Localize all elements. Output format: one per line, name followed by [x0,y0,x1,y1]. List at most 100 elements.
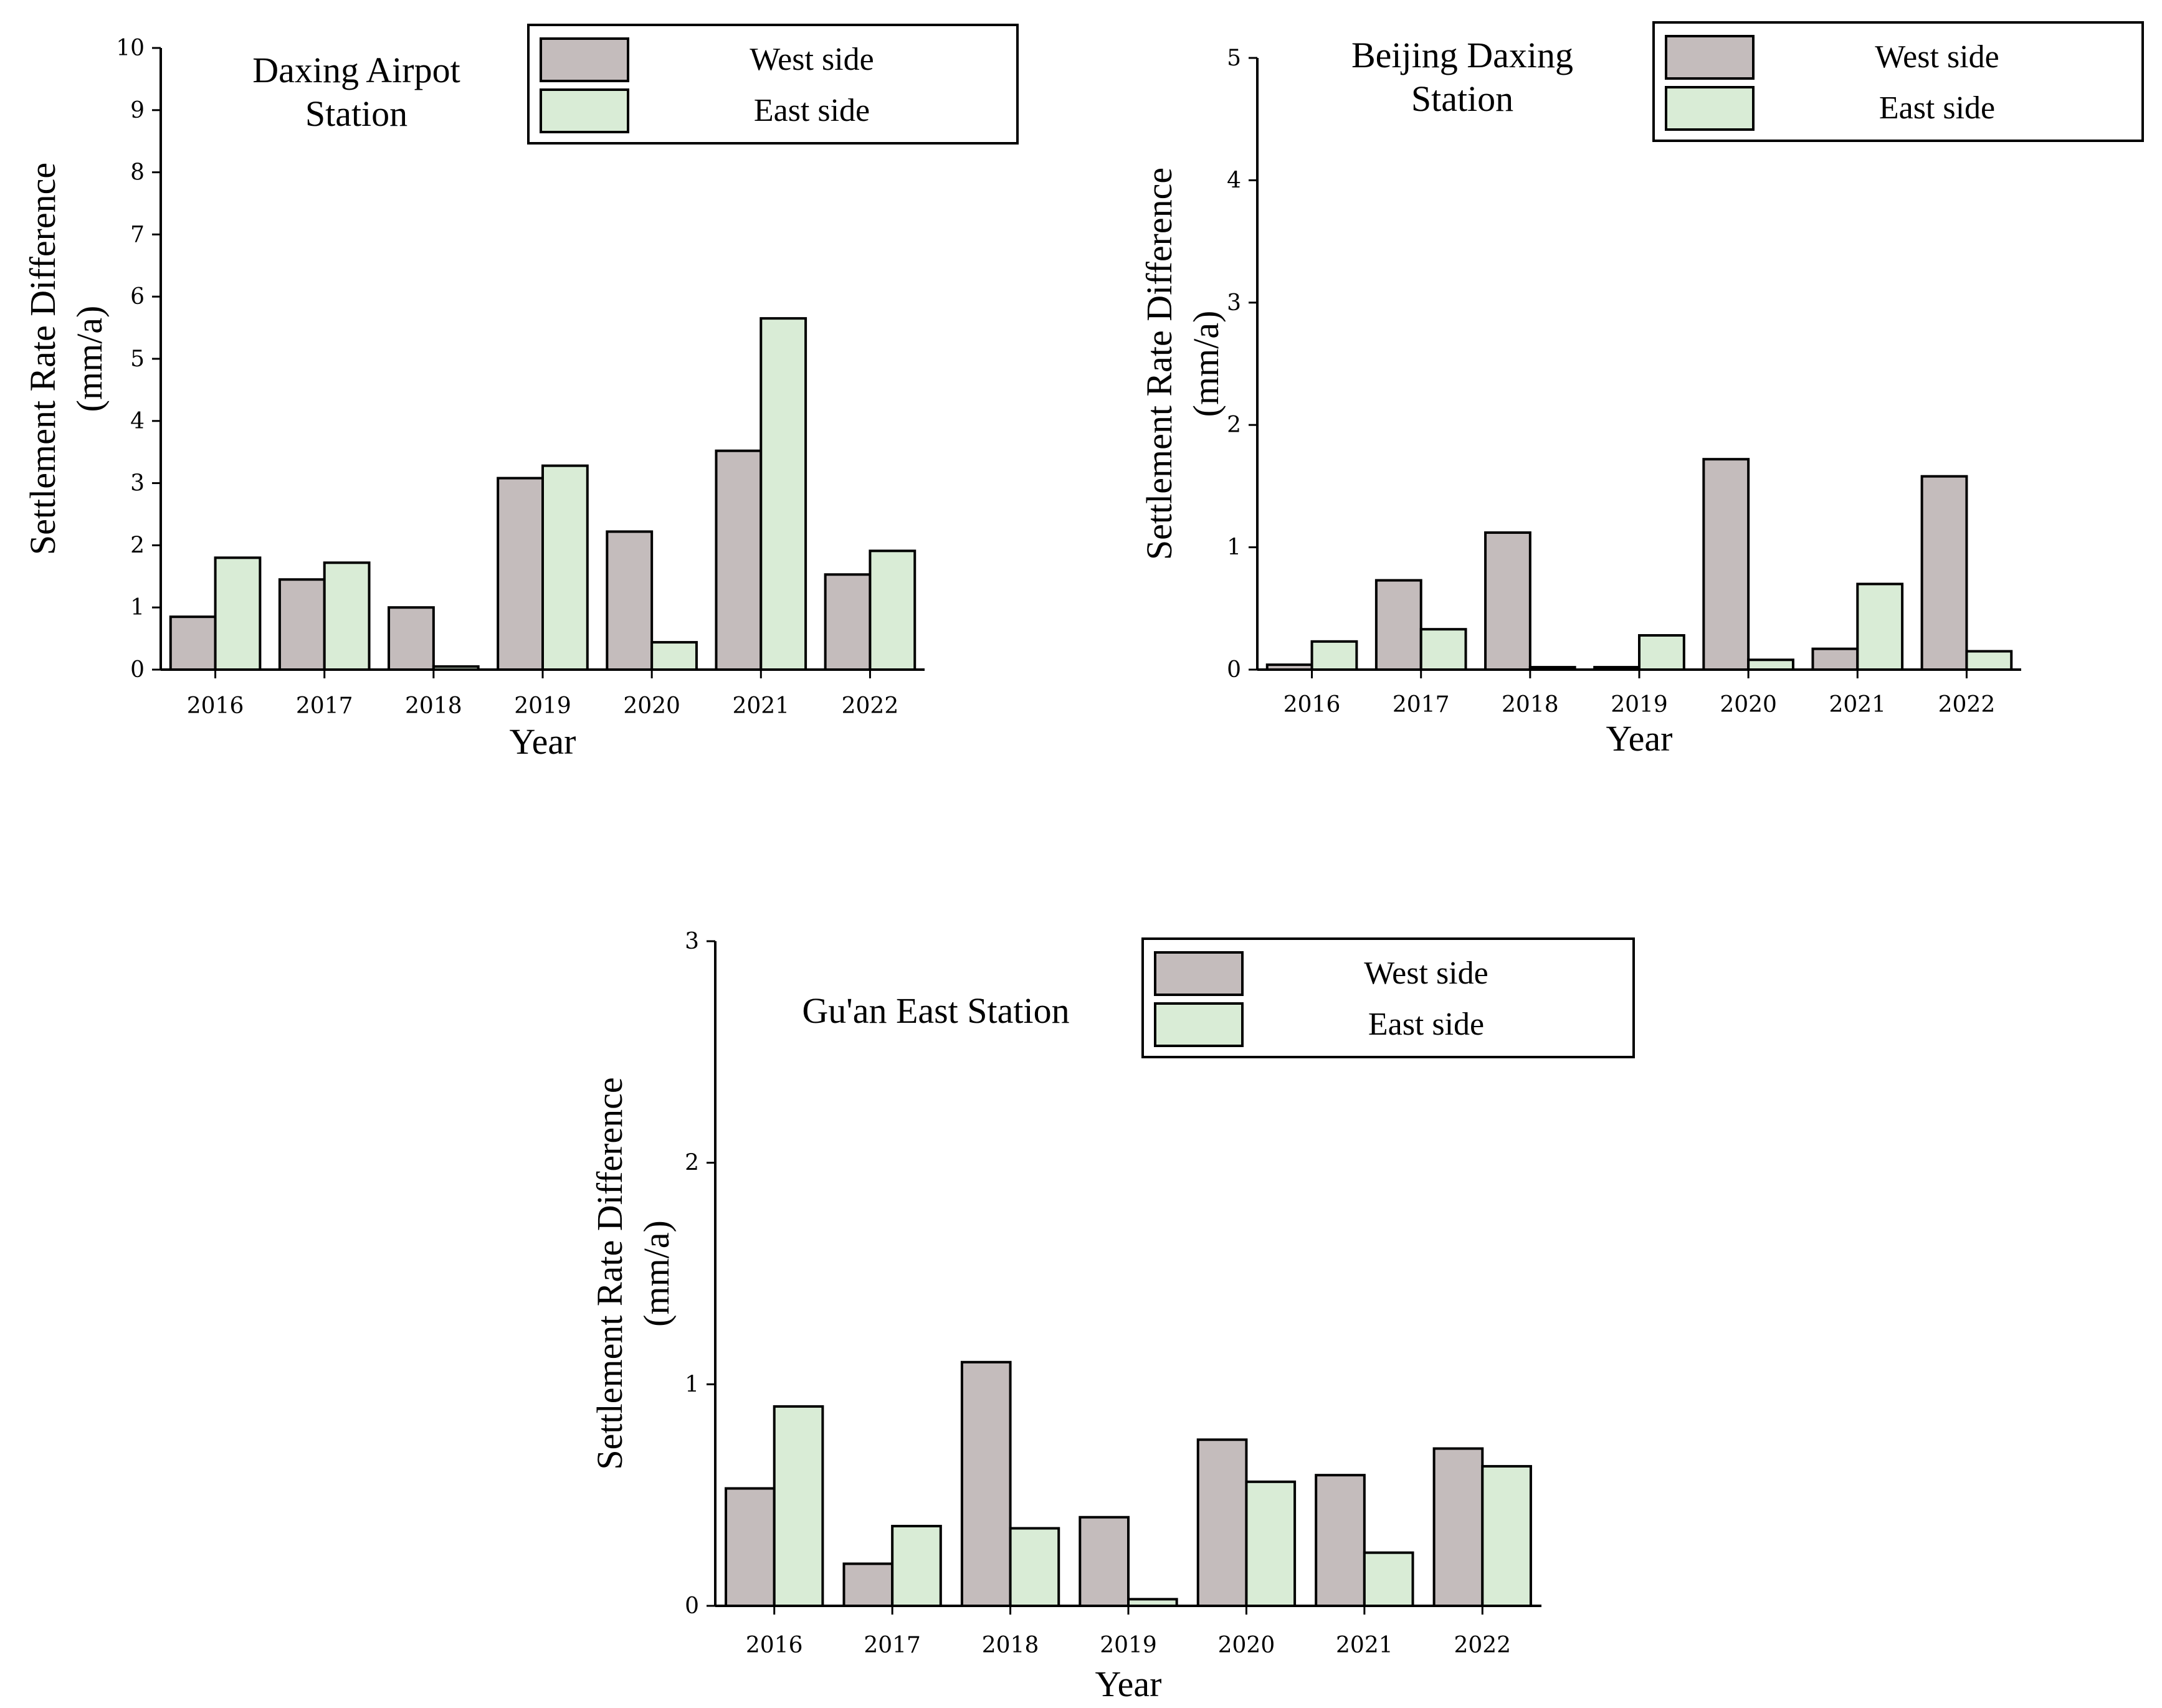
y-tick-label: 0 [1227,657,1241,683]
bar-east-side [1856,582,1904,671]
bar-east-side [432,665,480,671]
y-axis-label-units: (mm/a) [636,1220,677,1327]
x-tick-label: 2016 [1283,692,1341,718]
x-tick-label: 2020 [1218,1633,1275,1658]
x-axis-label: Year [1095,1664,1162,1704]
bar-east-side [323,561,371,671]
bar-east-side [650,641,698,671]
y-tick-label: 0 [685,1593,699,1619]
y-axis-label: Settlement Rate Difference [1139,168,1179,560]
x-axis-label: Year [1606,718,1673,759]
bar-west-side [725,1487,776,1607]
x-tick-label: 2018 [982,1633,1039,1658]
chart-title: Gu'an East Station [802,990,1069,1031]
bar-east-side [891,1524,942,1607]
x-tick-label: 2017 [864,1633,921,1658]
x-tick-label: 2022 [842,693,899,719]
bar-west-side [1079,1516,1130,1608]
y-tick-label: 2 [130,533,145,558]
chart-daxing-airport-station: 0 1 2 3 4 5 6 7 8 9 10 2016 2017 2018 2019 2020 2021 2022… [22,24,1019,762]
legend-swatch-west-side [540,37,629,82]
x-tick-label: 2020 [623,693,680,719]
bar-west-side [497,477,544,671]
chart-guan-east-station: 0 1 2 3 2016 2017 2018 2019 2020 2021 2022 Year Sett… [589,929,1635,1704]
bar-west-side [960,1360,1012,1607]
y-axis-label-units: (mm/a) [1186,311,1226,417]
bar-east-side [1481,1464,1532,1607]
bar-east-side [869,549,917,671]
bar-east-side [1363,1551,1414,1607]
bar-west-side [715,449,763,671]
x-tick-label: 2019 [1611,692,1668,718]
bar-east-side [214,556,262,671]
x-tick-label: 2021 [1829,692,1886,718]
x-tick-label: 2020 [1720,692,1777,718]
bar-west-side [1432,1447,1484,1607]
y-tick-label: 10 [116,36,145,61]
x-tick-label: 2019 [1100,1633,1157,1658]
y-axis-label-units: (mm/a) [69,306,110,412]
bar-west-side [169,615,217,671]
bar-west-side [1702,458,1750,671]
y-tick-label: 6 [130,284,145,310]
bar-west-side [388,606,435,671]
x-tick-label: 2021 [732,693,789,719]
x-axis-label: Year [510,721,576,762]
bar-west-side [606,530,654,671]
bar-east-side [1310,640,1358,671]
legend-swatch-west-side [1154,951,1244,996]
x-tick-label: 2016 [187,693,244,719]
bar-west-side [824,573,872,671]
legend-label: East side [754,93,870,128]
legend-swatch-east-side [1154,1002,1244,1047]
y-tick-label: 7 [130,222,145,247]
y-tick-label: 3 [130,471,145,496]
bar-east-side [773,1405,824,1607]
y-tick-label: 2 [1227,412,1241,438]
y-axis-label: Settlement Rate Difference [22,163,63,555]
bar-west-side [1920,475,1968,671]
y-tick-label: 0 [130,657,145,683]
legend-label: West side [750,42,874,77]
x-tick-label: 2017 [296,693,353,719]
bar-east-side [1528,666,1576,671]
x-tick-label: 2021 [1336,1633,1393,1658]
chart-title: Station [305,93,407,134]
chart-title: Beijing Daxing [1351,35,1573,75]
x-tick-label: 2022 [1938,692,1996,718]
bar-east-side [1419,628,1467,671]
bar-west-side [1484,531,1531,671]
legend-label: East side [1368,1007,1484,1042]
bar-west-side [1374,579,1422,671]
legend-swatch-east-side [1665,86,1755,131]
y-tick-label: 2 [685,1151,699,1176]
y-tick-label: 1 [1227,535,1241,561]
bar-west-side [278,578,326,671]
y-tick-label: 4 [1227,168,1241,193]
x-tick-label: 2017 [1393,692,1450,718]
y-tick-label: 3 [685,929,699,954]
chart-title: Station [1411,78,1513,119]
y-tick-label: 1 [685,1372,699,1397]
bar-west-side [1196,1438,1248,1607]
y-axis-label: Settlement Rate Difference [589,1077,630,1469]
bar-east-side [760,317,807,671]
bar-east-side [1747,658,1794,671]
x-tick-label: 2018 [405,693,462,719]
bar-west-side [1593,666,1641,671]
y-tick-label: 4 [130,409,145,434]
legend-label: East side [1879,90,1995,126]
bar-west-side [1265,663,1313,671]
y-tick-label: 3 [1227,290,1241,316]
y-tick-label: 8 [130,160,145,186]
bar-east-side [1127,1598,1178,1608]
bar-east-side [541,464,589,671]
bar-west-side [842,1562,894,1608]
bar-east-side [1009,1527,1060,1607]
bar-east-side [1245,1480,1297,1607]
chart-beijing-daxing-station: 0 1 2 3 4 5 2016 2017 2018 2019 2020 2021 2022 Year Se… [1139,21,2144,759]
y-tick-label: 5 [1227,45,1241,71]
legend-swatch-east-side [540,88,629,133]
bar-east-side [1638,634,1685,671]
